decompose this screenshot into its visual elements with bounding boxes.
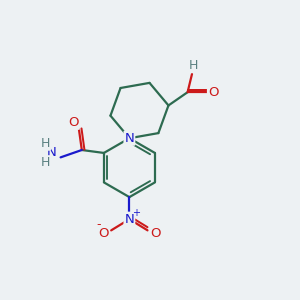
Text: H: H (40, 156, 50, 169)
Text: +: + (132, 208, 140, 218)
Text: O: O (98, 227, 109, 240)
Text: -: - (97, 218, 101, 231)
Text: O: O (150, 227, 160, 240)
Text: O: O (68, 116, 79, 129)
Text: H: H (189, 59, 198, 72)
Text: N: N (47, 146, 57, 159)
Text: N: N (124, 213, 134, 226)
Text: H: H (40, 137, 50, 150)
Text: O: O (208, 86, 218, 99)
Text: N: N (124, 132, 134, 145)
